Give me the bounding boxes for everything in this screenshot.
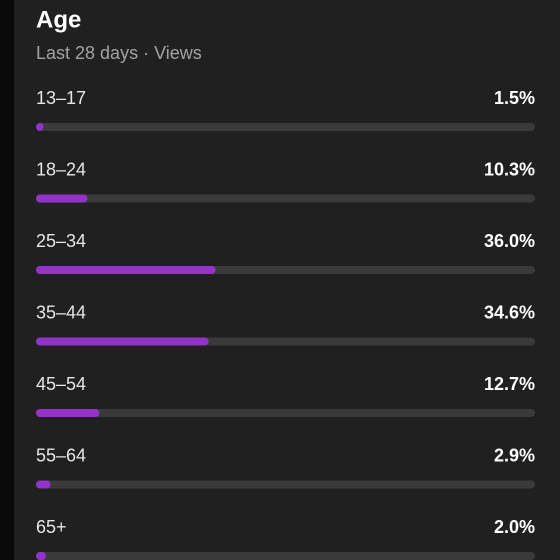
- bar-track: [36, 409, 535, 417]
- value-label: 36.0%: [484, 231, 535, 251]
- bar: [36, 552, 46, 560]
- title: Age: [36, 6, 81, 33]
- category-label: 18–24: [36, 159, 86, 179]
- value-label: 2.9%: [494, 445, 535, 465]
- category-label: 55–64: [36, 445, 86, 465]
- category-label: 35–44: [36, 302, 86, 322]
- value-label: 1.5%: [494, 88, 535, 108]
- category-label: 13–17: [36, 88, 86, 108]
- bar-track: [36, 480, 535, 489]
- value-label: 12.7%: [484, 374, 535, 394]
- value-label: 10.3%: [484, 159, 535, 179]
- bar: [36, 194, 88, 203]
- bar: [36, 123, 44, 131]
- bar-track: [36, 123, 535, 131]
- value-label: 34.6%: [484, 302, 535, 322]
- bar: [36, 480, 51, 489]
- bar-track: [36, 194, 535, 203]
- category-label: 25–34: [36, 231, 86, 251]
- bar: [36, 337, 209, 346]
- category-label: 45–54: [36, 374, 86, 394]
- bar: [36, 266, 216, 274]
- bar-track: [36, 552, 535, 560]
- bar: [36, 409, 100, 417]
- card: [14, 0, 560, 560]
- subtitle: Last 28 days · Views: [36, 43, 202, 63]
- category-label: 65+: [36, 517, 67, 537]
- value-label: 2.0%: [494, 517, 535, 537]
